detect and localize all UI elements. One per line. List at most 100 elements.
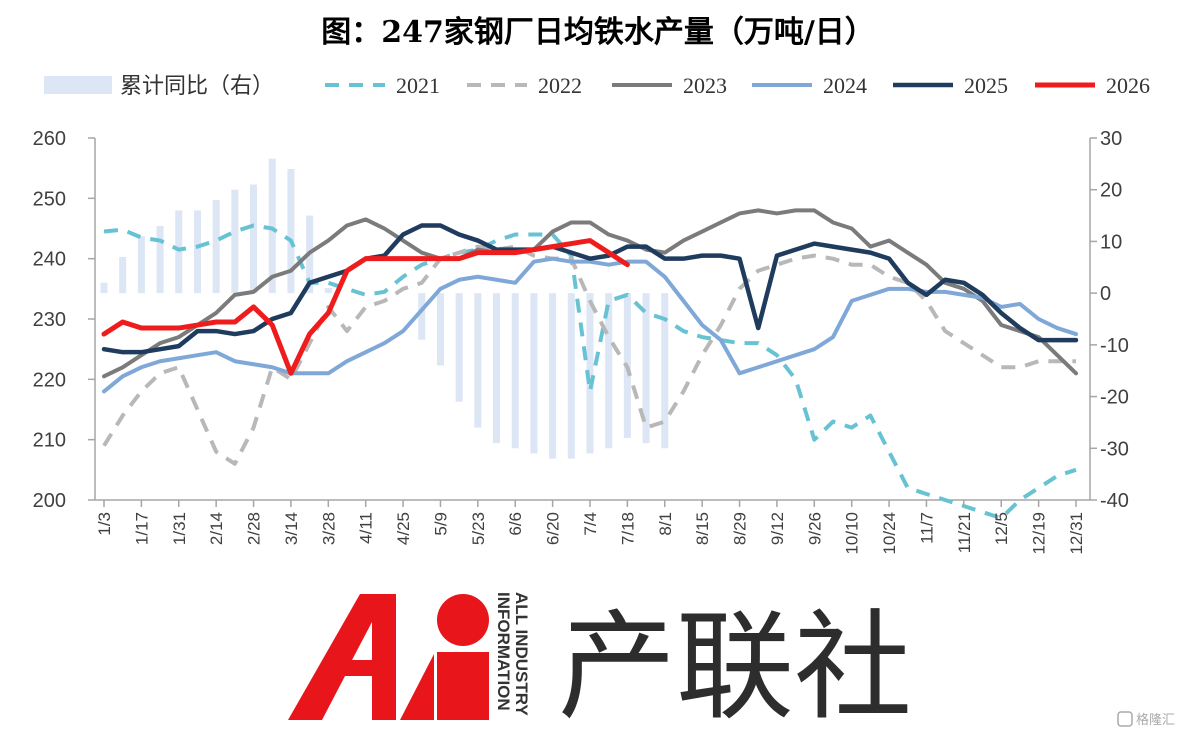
chart-title: 图：247家钢厂日均铁水产量（万吨/日） <box>321 15 875 50</box>
yoy-bar <box>511 293 519 449</box>
left-tick-label: 260 <box>33 128 66 150</box>
yoy-bar <box>605 293 613 449</box>
x-tick-label: 5/9 <box>431 512 450 536</box>
left-tick-label: 200 <box>33 490 66 512</box>
x-tick-label: 8/1 <box>656 512 675 536</box>
logo-side-text-2: INFORMATION <box>494 592 513 711</box>
brand-logo: ALL INDUSTRY INFORMATION 产联社 <box>288 592 912 736</box>
legend-swatch <box>44 76 112 94</box>
legend-label: 2025 <box>964 73 1008 98</box>
legend-item-bars: 累计同比（右） <box>44 73 274 98</box>
logo-i-stem <box>437 652 489 720</box>
x-tick-label: 1/17 <box>132 512 151 545</box>
watermark-icon <box>1117 711 1133 727</box>
x-tick-label: 6/20 <box>544 512 563 545</box>
yoy-bar <box>567 293 575 459</box>
watermark: 格隆汇 <box>1117 711 1175 728</box>
logo-a-shape <box>288 594 396 720</box>
x-tick-label: 9/12 <box>768 512 787 545</box>
x-tick-label: 10/24 <box>880 512 899 555</box>
yoy-bar <box>324 287 332 294</box>
x-tick-label: 5/23 <box>469 512 488 545</box>
x-tick-label: 10/10 <box>843 512 862 555</box>
left-tick-label: 210 <box>33 430 66 452</box>
x-ticks: 1/3 1/17 1/31 2/14 2/28 3/14 3/28 4/11 4/25 5/9 5/… <box>95 500 1086 555</box>
legend-item-2022: 2022 <box>467 73 582 98</box>
series-line-2024 <box>102 256 1078 394</box>
logo-i-dot <box>437 594 489 646</box>
x-tick-label: 8/29 <box>731 512 750 545</box>
x-tick-label: 9/26 <box>805 512 824 545</box>
yoy-bar <box>268 158 276 294</box>
legend-item-2025: 2025 <box>893 73 1008 98</box>
yoy-bar <box>474 293 482 428</box>
x-tick-label: 12/31 <box>1067 512 1086 555</box>
right-tick-label: -20 <box>1100 387 1129 409</box>
right-tick-label: 0 <box>1100 283 1111 305</box>
left-tick-label: 250 <box>33 188 66 210</box>
series-lines <box>101 208 1079 521</box>
yoy-bar <box>661 293 669 449</box>
x-tick-label: 3/14 <box>282 512 301 545</box>
yoy-bar <box>156 225 164 294</box>
right-y-ticks: 30 20 10 0 -10 -20 -30 -40 <box>1090 128 1129 512</box>
yoy-bar <box>287 169 295 294</box>
logo-brand-cn: 产联社 <box>558 598 912 736</box>
legend-label: 2023 <box>683 73 727 98</box>
legend-item-2024: 2024 <box>752 73 867 98</box>
legend-label: 2024 <box>823 73 867 98</box>
yoy-bar <box>250 184 258 294</box>
series-line-2023 <box>102 208 1078 379</box>
yoy-bar <box>100 282 108 294</box>
yoy-bar <box>231 189 239 294</box>
left-tick-label: 220 <box>33 369 66 391</box>
x-tick-label: 7/4 <box>581 512 600 536</box>
yoy-bar <box>137 236 145 294</box>
x-tick-label: 1/31 <box>170 512 189 545</box>
left-tick-label: 230 <box>33 309 66 331</box>
yoy-bar <box>436 293 444 366</box>
right-tick-label: -10 <box>1100 335 1129 357</box>
legend-item-2021: 2021 <box>325 73 440 98</box>
legend-label: 2021 <box>396 73 440 98</box>
legend-item-2026: 2026 <box>1035 73 1150 98</box>
x-tick-label: 11/7 <box>917 512 936 544</box>
x-tick-label: 1/3 <box>95 512 114 536</box>
yoy-bar <box>586 293 594 454</box>
series-line-2026 <box>101 238 630 376</box>
logo-slash-shape <box>400 654 434 720</box>
yoy-bar <box>119 256 127 294</box>
logo-side-text-1: ALL INDUSTRY <box>512 592 531 716</box>
x-tick-label: 8/15 <box>693 512 712 545</box>
yoy-bar <box>455 293 463 402</box>
left-tick-label: 240 <box>33 249 66 271</box>
series-line-2025 <box>101 223 1079 355</box>
yoy-bar <box>530 293 538 454</box>
watermark-text: 格隆汇 <box>1136 712 1175 728</box>
yoy-bar <box>493 293 501 444</box>
x-tick-label: 4/11 <box>357 512 376 544</box>
legend-label: 2026 <box>1106 73 1150 98</box>
legend-label: 累计同比（右） <box>120 73 274 98</box>
legend-item-2023: 2023 <box>612 73 727 98</box>
x-tick-label: 12/19 <box>1030 512 1049 555</box>
x-tick-label: 2/28 <box>245 512 264 545</box>
x-tick-label: 4/25 <box>394 512 413 545</box>
x-tick-label: 2/14 <box>207 512 226 545</box>
right-tick-label: -30 <box>1100 438 1129 460</box>
yoy-bar <box>549 293 557 459</box>
right-tick-label: 10 <box>1100 231 1122 253</box>
legend-label: 2022 <box>538 73 582 98</box>
x-tick-label: 7/18 <box>618 512 637 545</box>
right-tick-label: 20 <box>1100 180 1122 202</box>
yoy-bar <box>418 293 426 340</box>
yoy-bar <box>212 200 220 294</box>
series-line-2021 <box>103 223 1077 521</box>
x-tick-label: 3/28 <box>319 512 338 545</box>
left-y-ticks: 260 250 240 230 220 210 200 <box>33 128 95 512</box>
yoy-bar <box>175 210 183 294</box>
legend: 累计同比（右） 2021 2022 2023 2024 2025 2026 <box>44 73 1150 98</box>
x-tick-label: 6/6 <box>506 512 525 536</box>
yoy-bar <box>642 293 650 444</box>
